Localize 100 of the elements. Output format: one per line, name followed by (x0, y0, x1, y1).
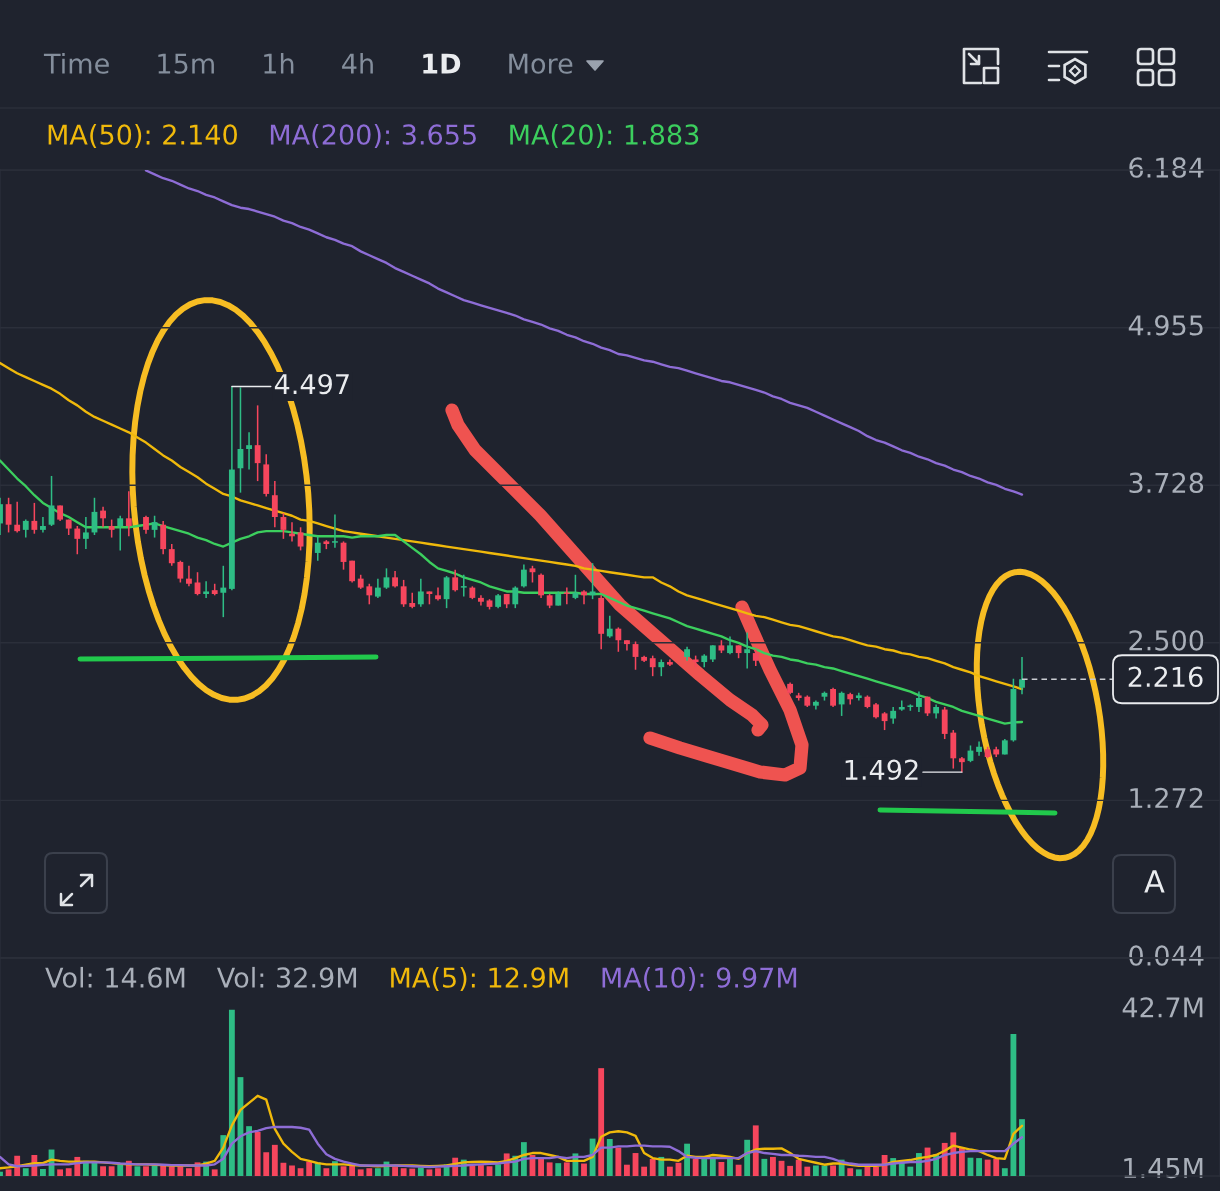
bar (606, 1139, 613, 1176)
candlestick (366, 582, 373, 606)
bar (718, 1161, 725, 1176)
bar (57, 1169, 64, 1176)
text: MA(5): 12.9M (391, 966, 568, 992)
candlestick (572, 574, 579, 600)
bar (134, 1166, 141, 1176)
candlestick (512, 585, 519, 609)
candlestick (314, 535, 321, 562)
candlestick (409, 591, 416, 609)
bar (598, 1068, 605, 1176)
candlestick (606, 615, 613, 639)
bar (271, 1144, 278, 1176)
candlestick (400, 579, 407, 608)
bar (581, 1163, 587, 1176)
y-tick-label: 2.500 (1129, 630, 1204, 651)
bar (495, 1164, 502, 1176)
bar (426, 1169, 433, 1176)
bar (993, 1158, 1000, 1176)
candlestick (14, 500, 21, 534)
category-label: 1h (264, 52, 294, 74)
bar (615, 1147, 622, 1176)
candlestick (100, 505, 106, 529)
bar (323, 1168, 330, 1176)
candlestick (916, 690, 922, 713)
bar (538, 1158, 544, 1176)
bar (151, 1165, 158, 1176)
bar (297, 1168, 304, 1176)
candlestick (830, 686, 836, 708)
bar (830, 1165, 836, 1176)
bar (280, 1162, 287, 1176)
candlestick (125, 490, 132, 538)
y-tick-label: 0.044 (1129, 945, 1204, 966)
bar (357, 1169, 364, 1176)
candlestick (246, 431, 252, 471)
bar (254, 1132, 261, 1176)
candlestick (194, 571, 201, 597)
bar (349, 1165, 356, 1176)
bar (855, 1169, 862, 1176)
bar (984, 1159, 991, 1176)
bar (1019, 1119, 1025, 1176)
candlestick (417, 577, 424, 608)
category-label: 15m (158, 53, 214, 74)
bar (546, 1162, 553, 1176)
bar (228, 1009, 235, 1176)
bar (400, 1168, 407, 1176)
bar (108, 1166, 115, 1176)
candlestick (383, 567, 390, 590)
bar (65, 1168, 72, 1176)
ref-line-label: 2.216 (1128, 666, 1203, 688)
text: A (1144, 870, 1165, 893)
bar (186, 1168, 192, 1176)
bar (864, 1166, 871, 1176)
bar (409, 1168, 416, 1176)
candlestick (151, 514, 158, 539)
bar (263, 1152, 270, 1176)
candlestick (332, 513, 338, 549)
bar (692, 1158, 699, 1176)
bar (847, 1168, 854, 1176)
text: MA(200): 3.655 (270, 123, 476, 149)
candlestick (297, 526, 304, 552)
bar (555, 1163, 562, 1176)
bar (624, 1164, 630, 1176)
bar (563, 1162, 570, 1176)
y-tick-label: 42.7M (1122, 997, 1203, 1018)
line-series (0, 459, 1024, 725)
text: MA(50): 2.140 (48, 123, 237, 149)
bar (752, 1125, 759, 1176)
annotation: 1.492 (845, 759, 918, 781)
candlestick (117, 514, 124, 552)
bar (761, 1158, 768, 1176)
candlestick (581, 589, 587, 606)
candlestick (538, 572, 544, 599)
candlestick (203, 580, 210, 599)
bar (1010, 1033, 1017, 1176)
bar (649, 1158, 656, 1176)
bar (478, 1165, 484, 1176)
candlestick (589, 562, 596, 600)
bar (701, 1158, 708, 1176)
candlestick (40, 516, 46, 534)
bar (392, 1167, 398, 1176)
text: MA(20): 1.883 (510, 123, 699, 149)
candlestick (254, 404, 261, 482)
y-tick-label: 3.728 (1129, 472, 1204, 494)
bar (1001, 1168, 1008, 1176)
bar (469, 1165, 476, 1176)
candlestick (838, 690, 845, 717)
candlestick (82, 516, 89, 550)
candlestick (74, 525, 81, 556)
candlestick (1019, 656, 1025, 695)
text: MA(10): 9.97M (602, 966, 797, 992)
candlestick (280, 512, 287, 540)
candlestick (452, 568, 459, 593)
bar (735, 1164, 742, 1176)
bar (117, 1164, 124, 1176)
bar (306, 1161, 313, 1176)
candlestick (744, 631, 751, 670)
bar (246, 1126, 252, 1176)
y-tick-label: 4.955 (1128, 315, 1203, 336)
bar (812, 1165, 819, 1176)
